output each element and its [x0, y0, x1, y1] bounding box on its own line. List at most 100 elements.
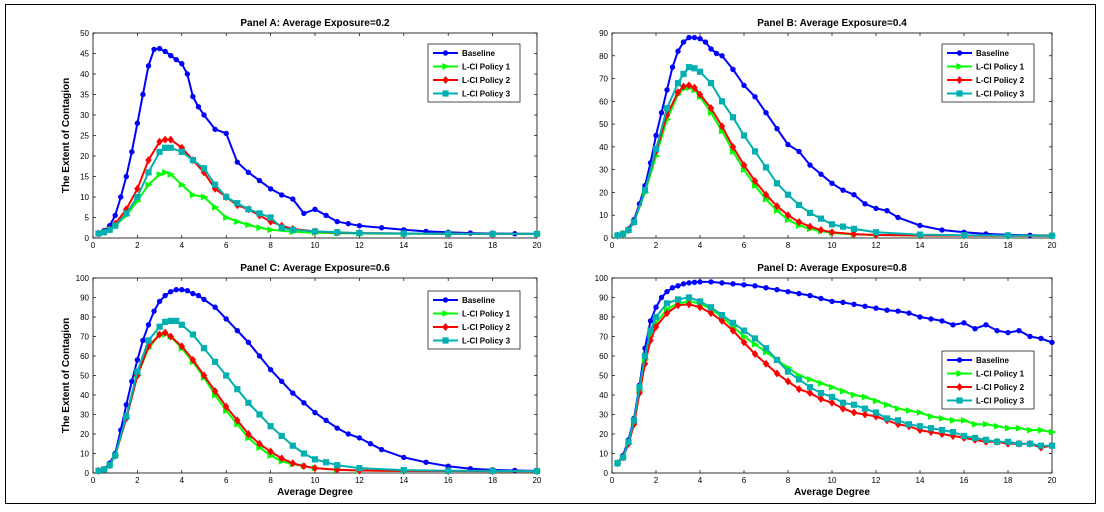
data-point	[730, 281, 736, 287]
x-tick-label: 14	[916, 241, 925, 250]
data-point	[647, 318, 654, 324]
data-point	[961, 320, 967, 326]
data-point	[134, 357, 141, 363]
data-point	[267, 186, 274, 192]
legend: Baseline L-CI Policy 1 L-CI Policy 2 L-CI P…	[941, 350, 1035, 410]
data-point	[740, 338, 748, 347]
y-tick-label: 10	[80, 450, 89, 459]
data-point	[718, 98, 726, 105]
data-point	[156, 137, 163, 146]
legend-label: L-CI Policy 1	[462, 310, 511, 319]
data-point	[267, 214, 274, 221]
data-point	[630, 417, 638, 424]
x-tick-label: 10	[311, 476, 320, 485]
legend-label: L-CI Policy 3	[976, 90, 1025, 99]
data-point	[168, 52, 174, 59]
legend-marker	[442, 50, 449, 56]
data-point	[708, 46, 714, 52]
data-point	[971, 420, 980, 428]
data-point	[817, 389, 825, 397]
data-point	[378, 225, 385, 231]
data-point	[884, 207, 890, 214]
legend-marker	[442, 90, 449, 97]
y-tick-label: 90	[599, 29, 608, 38]
data-point	[928, 316, 934, 322]
legend-label: L-CI Policy 3	[462, 337, 511, 346]
data-point	[982, 436, 990, 443]
data-point	[290, 390, 296, 396]
data-point	[927, 413, 936, 420]
data-point	[234, 200, 241, 207]
data-point	[156, 330, 163, 339]
data-point	[179, 287, 185, 293]
data-point	[664, 87, 670, 93]
legend-label: L-CI Policy 2	[976, 383, 1025, 392]
y-tick-label: 20	[599, 188, 608, 197]
data-point	[916, 231, 924, 238]
data-point	[167, 144, 174, 151]
data-point	[123, 173, 130, 180]
x-tick-label: 16	[960, 241, 969, 250]
data-point	[245, 206, 252, 213]
data-point	[960, 232, 968, 239]
data-point	[680, 70, 687, 78]
panel-3: Panel C: Average Exposure=0.6 0 2 4 6 8 10 12 14…	[61, 263, 542, 498]
data-point	[702, 39, 709, 45]
data-point	[658, 294, 665, 301]
data-point	[850, 391, 859, 399]
y-tick-label: 50	[599, 372, 608, 381]
data-point	[334, 229, 341, 236]
data-point	[445, 467, 452, 474]
data-point	[674, 296, 682, 303]
x-tick-label: 16	[444, 241, 453, 250]
x-tick-label: 4	[698, 476, 703, 485]
y-tick-label: 70	[599, 75, 608, 84]
data-point	[784, 191, 792, 198]
data-point	[850, 225, 858, 232]
data-point	[653, 304, 659, 310]
data-point	[685, 64, 693, 71]
data-point	[850, 401, 858, 408]
data-point	[795, 376, 803, 383]
y-tick-label: 90	[80, 294, 89, 303]
data-point	[906, 310, 912, 316]
x-tick-label: 2	[135, 476, 140, 485]
data-point	[685, 81, 693, 90]
data-point	[636, 384, 643, 391]
data-point	[614, 232, 621, 239]
data-point	[675, 48, 681, 54]
data-point	[156, 45, 163, 52]
legend-label: L-CI Policy 2	[462, 323, 511, 332]
legend-label: L-CI Policy 2	[462, 76, 511, 85]
legend-label: Baseline	[976, 356, 1009, 365]
y-tick-label: 100	[76, 274, 90, 283]
data-point	[234, 416, 241, 425]
y-tick-label: 60	[599, 97, 608, 106]
x-tick-label: 18	[1004, 241, 1013, 250]
data-point	[190, 290, 196, 297]
data-point	[774, 125, 780, 132]
data-point	[861, 393, 870, 401]
x-tick-label: 16	[444, 476, 453, 485]
y-tick-label: 0	[604, 469, 609, 478]
legend-marker	[956, 50, 963, 56]
data-point	[145, 156, 152, 165]
data-point	[200, 165, 208, 172]
legend: Baseline L-CI Policy 1 L-CI Policy 2 L-CI P…	[941, 43, 1035, 103]
data-point	[861, 405, 869, 412]
y-tick-label: 80	[599, 52, 608, 61]
legend-marker	[442, 310, 450, 317]
y-tick-label: 15	[80, 173, 89, 182]
data-point	[162, 48, 168, 55]
data-point	[740, 327, 748, 334]
data-point	[718, 122, 726, 131]
data-point	[123, 210, 130, 217]
data-point	[983, 322, 989, 328]
data-point	[839, 223, 847, 230]
legend-label: Baseline	[976, 49, 1009, 58]
data-point	[740, 161, 748, 170]
data-point	[1015, 424, 1024, 432]
data-point	[840, 299, 846, 306]
legend-marker	[956, 63, 964, 70]
data-point	[184, 287, 191, 294]
